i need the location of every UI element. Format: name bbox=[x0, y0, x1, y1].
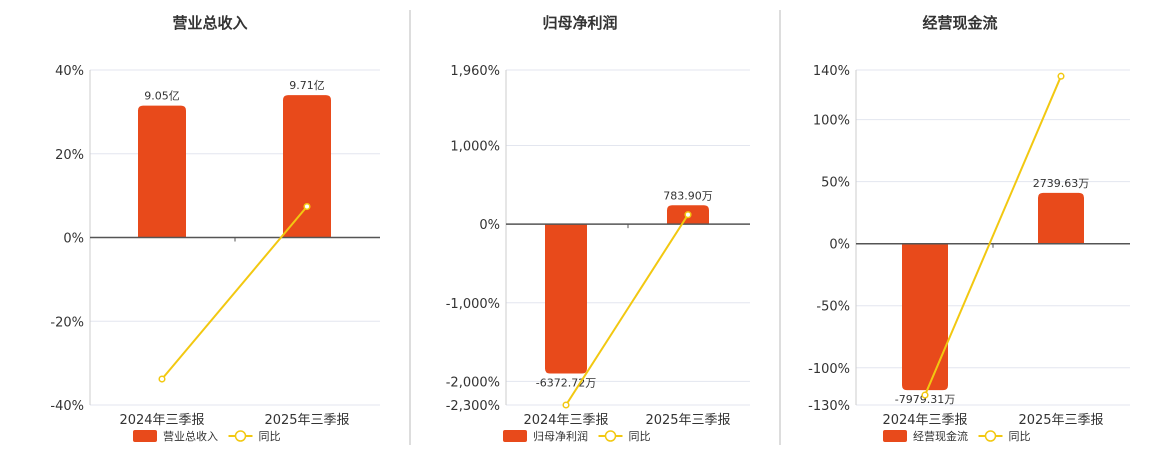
legend-label: 营业总收入 bbox=[163, 429, 218, 443]
bar-data-label: 9.71亿 bbox=[289, 79, 325, 92]
y-tick-label: -50% bbox=[816, 300, 850, 315]
line-series bbox=[161, 205, 308, 380]
y-tick-label: -1,000% bbox=[446, 297, 500, 312]
bar bbox=[902, 243, 948, 391]
line-series bbox=[924, 75, 1062, 396]
line-point bbox=[562, 401, 570, 409]
bar bbox=[545, 224, 587, 374]
x-category-label: 2024年三季报 bbox=[882, 413, 967, 428]
x-category-label: 2025年三季报 bbox=[645, 413, 730, 428]
x-category-label: 2025年三季报 bbox=[1018, 413, 1103, 428]
legend-bar-swatch bbox=[503, 430, 527, 442]
y-tick-label: -40% bbox=[50, 399, 84, 414]
x-category-label: 2025年三季报 bbox=[264, 413, 349, 428]
legend-label: 同比 bbox=[259, 430, 281, 443]
y-tick-label: -100% bbox=[808, 362, 850, 377]
line-point bbox=[303, 202, 311, 211]
legend-line-marker bbox=[234, 430, 247, 442]
y-tick-label: 0% bbox=[829, 238, 850, 253]
chart-title: 营业总收入 bbox=[172, 14, 247, 32]
bar bbox=[1038, 192, 1084, 244]
legend-label: 同比 bbox=[629, 430, 651, 443]
bar bbox=[138, 105, 186, 238]
x-category-label: 2024年三季报 bbox=[119, 413, 204, 428]
y-tick-label: 50% bbox=[821, 176, 850, 191]
y-tick-label: 1,000% bbox=[450, 139, 500, 154]
chart-title: 归母净利润 bbox=[542, 14, 617, 32]
legend-label: 归母净利润 bbox=[533, 429, 588, 443]
chart-panel-3: 经营现金流 140% 100% 50% 0% -50% -100% -130% -7979.31… bbox=[808, 14, 1130, 443]
legend-label: 同比 bbox=[1009, 430, 1031, 443]
legend-line-marker bbox=[604, 430, 617, 442]
y-tick-label: 100% bbox=[813, 114, 850, 129]
y-tick-label: -2,300% bbox=[446, 399, 500, 414]
bar-data-label: -7979.31万 bbox=[895, 393, 955, 406]
legend-bar-swatch bbox=[133, 430, 157, 442]
line-series bbox=[565, 214, 689, 406]
y-tick-label: 140% bbox=[813, 64, 850, 79]
bar-data-label: -6372.72万 bbox=[536, 377, 596, 390]
chart-title: 经营现金流 bbox=[922, 14, 997, 32]
y-tick-label: -20% bbox=[50, 315, 84, 330]
y-tick-label: 20% bbox=[55, 148, 84, 163]
chart-panel-1: 营业总收入 40% 20% 0% -20% -40% 9.05亿 9.71亿 2024年三季报 2… bbox=[50, 10, 411, 445]
x-category-label: 2024年三季报 bbox=[523, 413, 608, 428]
y-tick-label: -130% bbox=[808, 399, 850, 414]
bar bbox=[283, 95, 331, 238]
y-tick-label: 1,960% bbox=[450, 64, 500, 79]
bar-data-label: 9.05亿 bbox=[144, 90, 180, 103]
legend-bar-swatch bbox=[883, 430, 907, 442]
chart-panel-2: 归母净利润 1,960% 1,000% 0% -1,000% -2,000% -2,300%… bbox=[446, 10, 781, 445]
line-point bbox=[158, 375, 166, 383]
line-point bbox=[684, 211, 692, 219]
legend-line-marker bbox=[984, 430, 997, 442]
line-point bbox=[1057, 72, 1065, 80]
y-tick-label: 0% bbox=[63, 232, 84, 247]
y-tick-label: -2,000% bbox=[446, 375, 500, 390]
legend-label: 经营现金流 bbox=[913, 429, 968, 443]
bar-data-label: 2739.63万 bbox=[1033, 177, 1090, 190]
y-tick-label: 40% bbox=[55, 64, 84, 79]
line-point bbox=[921, 391, 929, 399]
y-tick-label: 0% bbox=[479, 218, 500, 233]
bar-data-label: 783.90万 bbox=[663, 189, 713, 202]
